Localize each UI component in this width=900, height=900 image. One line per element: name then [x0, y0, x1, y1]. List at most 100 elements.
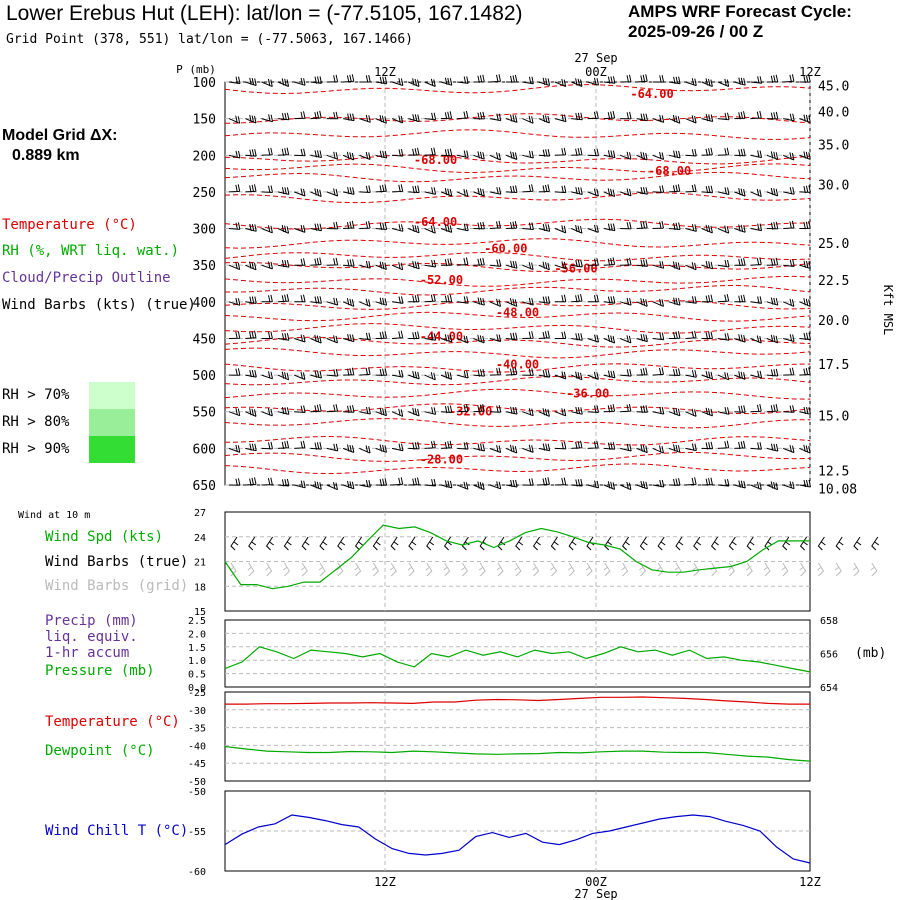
pressure-tick-label: 450: [193, 332, 216, 347]
pressure-tick-label: 100: [193, 76, 216, 91]
temperature-contour: [224, 418, 811, 429]
upper-air-wind-barb: [783, 187, 795, 195]
wind-barb-grid: [567, 562, 575, 577]
upper-air-wind-barb: [652, 332, 665, 341]
upper-air-wind-barb: [538, 477, 550, 486]
upper-air-wind-barb: [522, 368, 534, 376]
upper-air-wind-barb: [603, 481, 616, 490]
upper-air-wind-barb: [342, 444, 355, 453]
upper-air-wind-barb: [391, 296, 404, 304]
wind-barb-grid: [318, 562, 326, 577]
wind-barb-true: [301, 536, 310, 551]
upper-air-wind-barb: [538, 408, 550, 417]
upper-air-wind-barb: [734, 334, 746, 343]
upper-air-wind-barb: [571, 224, 583, 234]
height-tick-label: 40.0: [818, 105, 849, 120]
upper-air-wind-barb: [310, 257, 322, 266]
upper-air-wind-barb: [571, 147, 583, 156]
upper-air-wind-barb: [538, 77, 551, 86]
upper-air-wind-barb: [783, 259, 795, 267]
upper-air-wind-barb: [636, 298, 648, 307]
upper-air-wind-barb: [669, 184, 681, 193]
top-x-tick-label: 12Z: [799, 65, 821, 79]
upper-air-wind-barb: [750, 481, 762, 490]
upper-air-wind-barb: [228, 261, 241, 271]
upper-air-wind-barb: [310, 404, 322, 413]
upper-air-wind-barb: [538, 223, 551, 232]
upper-air-wind-barb: [669, 331, 681, 340]
upper-air-wind-barb: [750, 110, 762, 120]
upper-air-wind-barb: [571, 440, 583, 450]
temperature-contour: [224, 275, 811, 287]
upper-air-wind-barb: [799, 74, 811, 84]
upper-air-wind-barb: [228, 184, 241, 193]
upper-air-wind-barb: [457, 370, 469, 379]
wind-chill-tick-label: -55: [188, 827, 206, 838]
upper-air-wind-barb: [685, 184, 697, 193]
upper-air-wind-barb: [620, 368, 632, 377]
bottom-x-tick-label: 12Z: [799, 875, 821, 889]
wind-10m-title: Wind at 10 m: [18, 510, 91, 521]
upper-air-wind-barb: [766, 368, 779, 377]
upper-air-wind-barb: [799, 221, 811, 230]
upper-air-wind-barb: [571, 112, 583, 121]
upper-air-wind-barb: [685, 330, 697, 339]
upper-air-wind-barb: [294, 371, 306, 380]
upper-air-wind-barb: [505, 444, 518, 454]
upper-air-wind-barb: [799, 114, 811, 123]
wind-barb-grid: [461, 562, 469, 577]
upper-air-wind-barb: [310, 223, 322, 232]
wind-tick-label: 15: [194, 607, 206, 618]
upper-air-wind-barb: [669, 478, 681, 487]
wind-barb-grid: [532, 562, 540, 577]
upper-air-wind-barb: [636, 333, 648, 343]
wind-barb-grid: [834, 562, 842, 577]
wind-barb-grid: [496, 562, 504, 577]
upper-air-wind-barb: [391, 408, 404, 417]
wind-barb-true: [817, 536, 826, 551]
wind-barb-grid: [372, 562, 380, 577]
upper-air-wind-barb: [228, 368, 241, 376]
upper-air-wind-barb: [343, 74, 355, 83]
wind-barb-true: [710, 536, 719, 551]
wind-barb-grid: [817, 562, 825, 577]
upper-air-wind-barb: [587, 258, 599, 266]
upper-air-wind-barb: [652, 406, 665, 415]
upper-air-wind-barb: [701, 477, 713, 486]
upper-air-wind-barb: [554, 294, 567, 303]
upper-air-wind-barb: [294, 258, 306, 266]
upper-air-wind-barb: [489, 298, 501, 307]
top-x-tick-label: 12Z: [374, 65, 396, 79]
upper-air-wind-barb: [359, 185, 371, 193]
upper-air-wind-barb: [636, 405, 648, 414]
upper-air-wind-barb: [669, 222, 681, 231]
upper-air-wind-barb: [228, 444, 241, 453]
upper-air-wind-barb: [603, 76, 616, 84]
rh-level-label: RH > 70%: [2, 387, 70, 403]
precip-tick-label: 1.5: [188, 643, 206, 654]
precip-label: Precip (mm): [45, 613, 138, 629]
upper-air-wind-barb: [685, 408, 697, 417]
wind-chill-label: Wind Chill T (°C): [45, 823, 189, 839]
wind-tick-label: 24: [194, 533, 206, 544]
upper-air-wind-barb: [359, 220, 371, 229]
temperature-tick-label: -50: [188, 777, 206, 788]
upper-air-wind-barb: [587, 440, 599, 449]
wind-barb-true: [354, 536, 363, 551]
upper-air-wind-barb: [571, 406, 583, 415]
upper-air-wind-barb: [766, 221, 779, 230]
upper-air-wind-barb: [685, 148, 697, 157]
upper-air-wind-barb: [554, 147, 567, 156]
upper-air-wind-barb: [734, 258, 746, 267]
upper-air-wind-barb: [457, 441, 469, 450]
upper-air-wind-barb: [408, 224, 420, 234]
upper-air-wind-barb: [571, 187, 583, 195]
upper-air-wind-barb: [375, 114, 387, 124]
upper-air-wind-barb: [620, 403, 632, 413]
upper-air-wind-barb: [619, 481, 632, 491]
temperature-contour: [224, 171, 811, 183]
upper-air-wind-barb: [310, 296, 322, 304]
forecast-cycle-label: AMPS WRF Forecast Cycle:: [628, 2, 852, 21]
upper-air-wind-barb: [652, 74, 665, 83]
temperature-contour: [224, 261, 811, 272]
